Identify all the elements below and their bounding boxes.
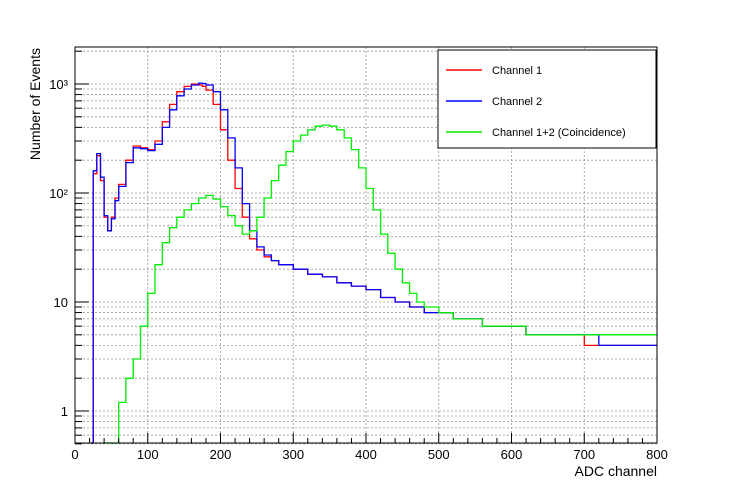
y-axis-title: Number of Events <box>27 48 43 160</box>
x-tick-label: 0 <box>71 447 78 462</box>
y-tick-label: 10² <box>49 186 68 201</box>
x-tick-label: 500 <box>428 447 450 462</box>
y-tick-label: 1 <box>61 404 68 419</box>
legend-label: Channel 2 <box>492 96 542 108</box>
x-tick-label: 800 <box>646 447 668 462</box>
ticks: 0 100 200 300 400 500 600 700 800 1 10 10² 10³ <box>49 50 668 462</box>
series-line-3 <box>104 124 657 444</box>
x-tick-label: 400 <box>355 447 377 462</box>
grid <box>75 47 657 445</box>
x-tick-label: 600 <box>501 447 523 462</box>
x-tick-label: 200 <box>210 447 232 462</box>
y-tick-label: 10³ <box>49 77 68 92</box>
legend: Channel 1 Channel 2 Channel 1+2 (Coinciden… <box>437 49 657 149</box>
legend-label: Channel 1 <box>492 65 542 77</box>
x-tick-label: 100 <box>137 447 159 462</box>
x-axis-title: ADC channel <box>575 463 658 479</box>
series-layer <box>91 82 657 444</box>
legend-label: Channel 1+2 (Coincidence) <box>492 127 626 139</box>
x-tick-label: 700 <box>573 447 595 462</box>
x-tick-label: 300 <box>282 447 304 462</box>
y-tick-label: 10 <box>54 295 68 310</box>
